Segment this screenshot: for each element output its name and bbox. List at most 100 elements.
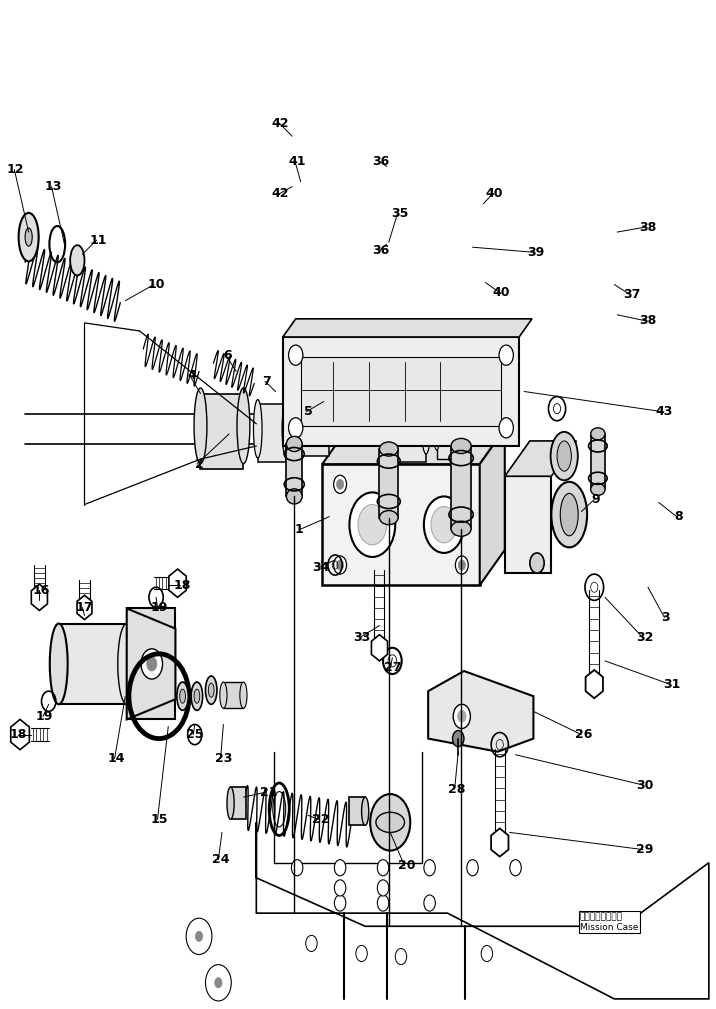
Text: 33: 33 bbox=[353, 632, 370, 644]
Text: 17: 17 bbox=[76, 601, 93, 613]
Circle shape bbox=[370, 794, 410, 851]
Ellipse shape bbox=[422, 404, 430, 454]
Bar bbox=[301, 357, 501, 426]
Ellipse shape bbox=[240, 682, 247, 708]
Bar bbox=[349, 797, 365, 825]
Circle shape bbox=[289, 418, 303, 438]
Circle shape bbox=[453, 731, 464, 747]
Circle shape bbox=[431, 507, 457, 543]
Ellipse shape bbox=[205, 676, 217, 704]
Polygon shape bbox=[372, 635, 387, 661]
Bar bbox=[59, 624, 127, 704]
Text: 18: 18 bbox=[9, 728, 26, 741]
Ellipse shape bbox=[451, 438, 471, 454]
Text: 3: 3 bbox=[662, 611, 670, 624]
Bar bbox=[591, 434, 605, 489]
Text: 38: 38 bbox=[639, 221, 657, 233]
Text: 9: 9 bbox=[591, 493, 600, 506]
Text: 42: 42 bbox=[272, 188, 289, 200]
Text: 7: 7 bbox=[262, 375, 271, 387]
Ellipse shape bbox=[253, 400, 262, 458]
Bar bbox=[258, 404, 286, 462]
Ellipse shape bbox=[458, 408, 465, 450]
Ellipse shape bbox=[379, 511, 398, 525]
Polygon shape bbox=[480, 429, 505, 585]
Text: 28: 28 bbox=[448, 783, 465, 795]
Text: 25: 25 bbox=[186, 728, 203, 741]
Bar bbox=[231, 787, 246, 819]
Text: 43: 43 bbox=[656, 406, 673, 418]
Polygon shape bbox=[32, 584, 47, 610]
Text: 22: 22 bbox=[312, 813, 329, 825]
Circle shape bbox=[334, 895, 346, 911]
Circle shape bbox=[499, 345, 513, 365]
Circle shape bbox=[499, 418, 513, 438]
Circle shape bbox=[291, 860, 303, 876]
Text: 23: 23 bbox=[215, 753, 232, 765]
Circle shape bbox=[510, 860, 521, 876]
Circle shape bbox=[467, 860, 478, 876]
Text: 2: 2 bbox=[195, 458, 203, 470]
Text: 20: 20 bbox=[398, 860, 415, 872]
Text: 8: 8 bbox=[674, 511, 683, 523]
Text: 30: 30 bbox=[636, 779, 653, 791]
Text: 42: 42 bbox=[272, 117, 289, 129]
Polygon shape bbox=[491, 828, 508, 857]
Text: 26: 26 bbox=[575, 728, 592, 741]
Text: 1: 1 bbox=[295, 524, 304, 536]
Text: 19: 19 bbox=[150, 601, 168, 613]
Bar bbox=[283, 337, 519, 446]
Bar bbox=[379, 449, 398, 518]
Ellipse shape bbox=[557, 441, 571, 471]
Circle shape bbox=[358, 504, 387, 545]
Circle shape bbox=[455, 475, 468, 493]
Text: 24: 24 bbox=[212, 854, 229, 866]
Ellipse shape bbox=[50, 624, 68, 704]
Text: 18: 18 bbox=[174, 579, 191, 591]
Text: 5: 5 bbox=[304, 406, 312, 418]
Text: 16: 16 bbox=[33, 584, 50, 596]
Ellipse shape bbox=[591, 428, 605, 440]
Ellipse shape bbox=[551, 482, 587, 547]
Polygon shape bbox=[169, 569, 186, 597]
Text: 35: 35 bbox=[391, 208, 408, 220]
Circle shape bbox=[349, 492, 395, 557]
Text: 38: 38 bbox=[639, 315, 657, 327]
Circle shape bbox=[424, 895, 435, 911]
Ellipse shape bbox=[25, 228, 32, 246]
Text: 36: 36 bbox=[372, 244, 390, 256]
Bar bbox=[286, 416, 329, 456]
Text: 37: 37 bbox=[623, 289, 640, 301]
Bar bbox=[387, 412, 426, 462]
Circle shape bbox=[455, 556, 468, 574]
Ellipse shape bbox=[117, 624, 136, 704]
Bar bbox=[223, 682, 243, 708]
Circle shape bbox=[141, 649, 163, 679]
Text: 40: 40 bbox=[493, 287, 510, 299]
Bar bbox=[322, 464, 480, 585]
Text: 14: 14 bbox=[107, 753, 125, 765]
Circle shape bbox=[377, 860, 389, 876]
Circle shape bbox=[337, 479, 344, 489]
Circle shape bbox=[337, 560, 344, 570]
Ellipse shape bbox=[379, 442, 398, 456]
Text: 32: 32 bbox=[636, 632, 653, 644]
Ellipse shape bbox=[191, 682, 203, 710]
Circle shape bbox=[458, 560, 465, 570]
Text: 41: 41 bbox=[289, 155, 306, 167]
Circle shape bbox=[548, 397, 566, 421]
Bar bbox=[200, 394, 243, 469]
Polygon shape bbox=[77, 595, 92, 620]
Ellipse shape bbox=[376, 812, 405, 832]
Polygon shape bbox=[586, 670, 603, 698]
Ellipse shape bbox=[282, 400, 291, 458]
Circle shape bbox=[289, 345, 303, 365]
Text: 40: 40 bbox=[485, 188, 503, 200]
Ellipse shape bbox=[194, 388, 207, 464]
Bar bbox=[505, 476, 551, 573]
Text: 11: 11 bbox=[90, 234, 107, 246]
Ellipse shape bbox=[19, 213, 39, 261]
Text: 27: 27 bbox=[384, 662, 401, 674]
Circle shape bbox=[458, 479, 465, 489]
Ellipse shape bbox=[286, 489, 302, 504]
